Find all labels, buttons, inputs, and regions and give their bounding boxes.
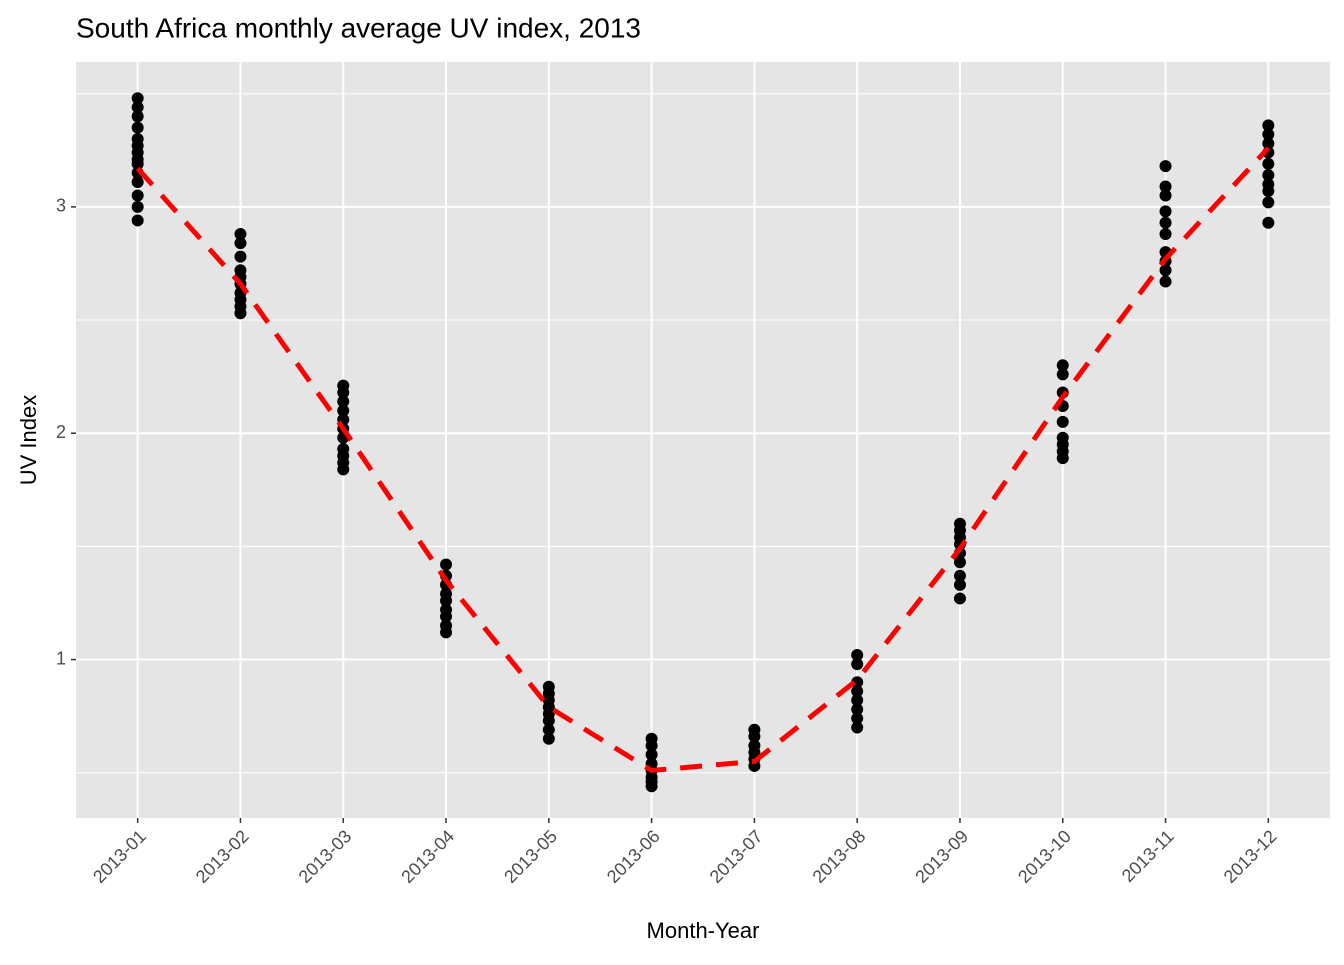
point: [1159, 180, 1172, 193]
point: [234, 237, 247, 250]
x-tick-label: 2013-12: [1220, 826, 1281, 887]
point: [234, 250, 247, 263]
point: [1159, 160, 1172, 173]
point: [131, 157, 144, 170]
panel: [76, 62, 1330, 818]
point: [542, 723, 555, 736]
point: [337, 386, 350, 399]
point: [131, 175, 144, 188]
x-tick-label: 2013-07: [706, 826, 767, 887]
point: [1262, 169, 1275, 182]
point: [645, 739, 658, 752]
point: [542, 732, 555, 745]
point: [131, 189, 144, 202]
point: [440, 626, 453, 639]
point: [131, 121, 144, 134]
point: [131, 200, 144, 213]
point: [953, 578, 966, 591]
y-tick-label: 3: [56, 196, 66, 216]
x-tick-label: 2013-08: [809, 826, 870, 887]
chart-title: South Africa monthly average UV index, 2…: [76, 12, 641, 43]
x-tick-label: 2013-01: [89, 826, 150, 887]
x-tick-label: 2013-06: [603, 826, 664, 887]
point: [851, 685, 864, 698]
point: [1262, 157, 1275, 170]
point: [1159, 275, 1172, 288]
point: [131, 110, 144, 123]
point: [337, 395, 350, 408]
x-tick-label: 2013-11: [1118, 826, 1178, 886]
point: [851, 703, 864, 716]
point: [1159, 264, 1172, 277]
point: [440, 610, 453, 623]
point: [1262, 185, 1275, 198]
x-tick-label: 2013-03: [295, 826, 356, 887]
point: [1159, 205, 1172, 218]
x-axis-label: Month-Year: [647, 918, 760, 943]
x-tick-label: 2013-10: [1014, 826, 1075, 887]
point: [234, 307, 247, 320]
point: [953, 592, 966, 605]
point: [234, 228, 247, 241]
point: [645, 780, 658, 793]
point: [1159, 216, 1172, 229]
point: [1262, 137, 1275, 150]
point: [748, 730, 761, 743]
point: [851, 712, 864, 725]
point: [440, 594, 453, 607]
point: [1056, 452, 1069, 465]
point: [337, 404, 350, 417]
point: [131, 92, 144, 105]
point: [1262, 119, 1275, 132]
point: [131, 101, 144, 114]
point: [851, 658, 864, 671]
point: [953, 569, 966, 582]
point: [1262, 216, 1275, 229]
point: [1159, 228, 1172, 241]
point: [851, 694, 864, 707]
point: [337, 463, 350, 476]
point: [645, 748, 658, 761]
point: [1262, 128, 1275, 141]
y-tick-label: 2: [56, 422, 66, 442]
point: [1056, 359, 1069, 372]
point: [1056, 415, 1069, 428]
x-tick-label: 2013-04: [397, 826, 458, 887]
point: [1056, 368, 1069, 381]
point: [542, 714, 555, 727]
x-tick-label: 2013-02: [192, 826, 253, 887]
point: [440, 558, 453, 571]
y-axis-label: UV Index: [16, 395, 41, 486]
point: [1262, 196, 1275, 209]
x-tick-label: 2013-05: [500, 826, 561, 887]
point: [131, 214, 144, 227]
point: [851, 721, 864, 734]
trend-line: [135, 146, 1271, 774]
x-tick-label: 2013-09: [911, 826, 972, 887]
point: [851, 649, 864, 662]
y-tick-label: 1: [56, 648, 66, 668]
point: [748, 759, 761, 772]
point: [1159, 189, 1172, 202]
point: [953, 556, 966, 569]
